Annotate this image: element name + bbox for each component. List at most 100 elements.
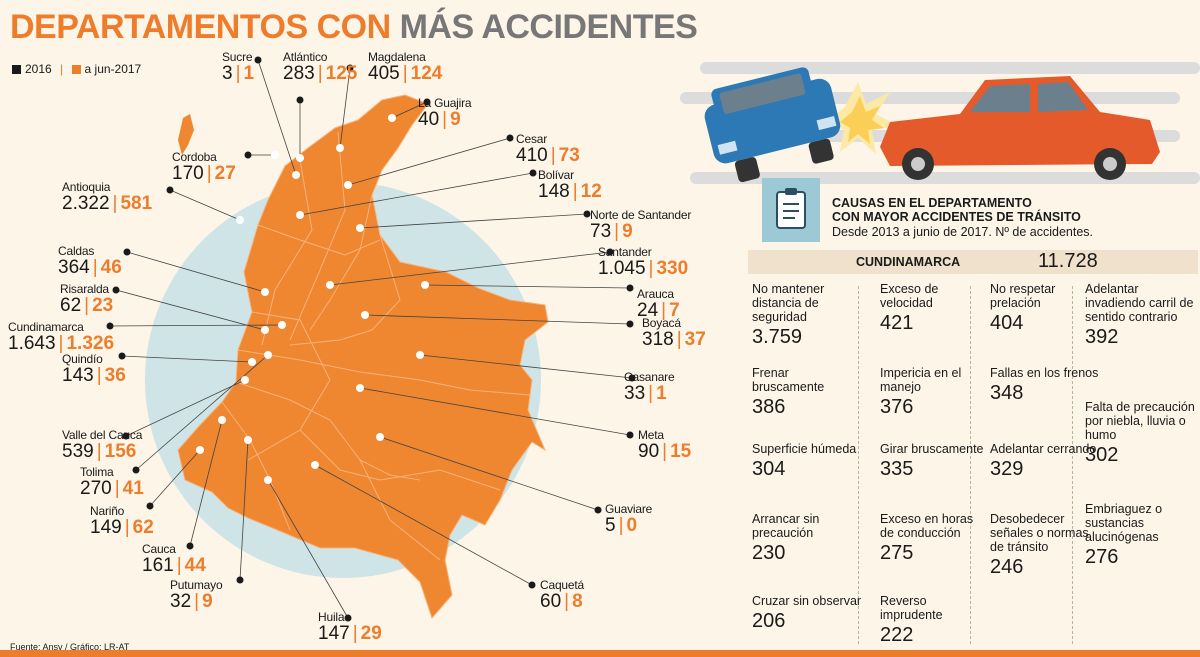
value-2017: 62 — [132, 517, 154, 538]
department-values: 149 | 62 — [90, 518, 154, 538]
department-values: 1.045 | 330 — [598, 259, 688, 279]
cause-label: No mantener distancia de seguridad — [752, 282, 825, 324]
cause-label: Reverso imprudente — [880, 594, 943, 622]
map-location-dot — [271, 151, 279, 159]
map-borders — [221, 131, 531, 561]
cause-label: Cruzar sin observar — [752, 594, 862, 608]
department-name: Valle del Cauca — [62, 428, 143, 442]
page-title: DEPARTAMENTOS CON MÁS ACCIDENTES — [10, 8, 698, 47]
cause-value: 386 — [752, 396, 786, 418]
clipboard-icon — [776, 188, 806, 229]
leader-line — [419, 354, 633, 379]
department-name: Atlántico — [283, 50, 328, 64]
legend-2017: a jun-2017 — [84, 62, 142, 76]
department-values: 170 | 27 — [172, 164, 236, 184]
value-2017: 1 — [243, 63, 255, 84]
cause-value: 246 — [990, 556, 1024, 578]
label-dot — [606, 248, 614, 256]
value-separator: | — [112, 193, 118, 214]
department-values: 147 | 29 — [318, 624, 382, 644]
map-location-dot — [361, 311, 369, 319]
cause-item: Frenar bruscamente 386 — [752, 366, 862, 419]
value-separator: | — [124, 517, 130, 538]
cause-item: Superficie húmeda 304 — [752, 442, 862, 481]
map-location-dot — [376, 433, 384, 441]
label-dot — [118, 352, 126, 360]
leader-line — [125, 379, 246, 437]
department-values: 410 | 73 — [516, 146, 580, 166]
label-dot — [112, 286, 120, 294]
value-2016: 161 — [142, 555, 174, 576]
map-location-dot — [344, 181, 352, 189]
department-label: Valle del Cauca 539 | 156 — [62, 428, 142, 462]
department-label: Meta 90 | 15 — [638, 428, 691, 462]
value-separator: | — [317, 63, 323, 84]
value-separator: | — [618, 515, 624, 536]
value-separator: | — [614, 221, 620, 242]
leader-line — [314, 464, 533, 586]
value-2017: 124 — [410, 63, 443, 84]
cause-value: 206 — [752, 610, 786, 632]
department-values: 161 | 44 — [142, 556, 206, 576]
cause-item: Arrancar sin precaución 230 — [752, 512, 862, 565]
department-values: 5 | 0 — [605, 516, 652, 536]
value-2016: 60 — [540, 591, 562, 612]
value-2016: 148 — [538, 181, 570, 202]
value-2016: 40 — [418, 109, 440, 130]
value-2017: 9 — [450, 109, 461, 130]
cause-value: 421 — [880, 312, 914, 334]
department-label: Norte de Santander 73 | 9 — [590, 208, 691, 242]
department-name: Sucre — [222, 50, 253, 64]
map-location-dot — [264, 351, 272, 359]
value-2016: 90 — [638, 441, 660, 462]
value-2017: 330 — [656, 258, 689, 279]
value-2017: 8 — [572, 591, 583, 612]
value-separator: | — [648, 258, 654, 279]
map-location-dot — [278, 321, 286, 329]
department-total-band: CUNDINAMARCA 11.728 — [748, 250, 1198, 274]
department-label: Huila 147 | 29 — [318, 610, 382, 644]
department-values: 143 | 36 — [62, 366, 126, 386]
department-label: Casanare 33 | 1 — [624, 370, 675, 404]
label-dot — [236, 576, 244, 584]
department-values: 364 | 46 — [58, 258, 122, 278]
value-2016: 1.643 — [8, 333, 56, 354]
value-separator: | — [550, 145, 556, 166]
cause-item: No respetar prelación 404 — [990, 282, 1100, 335]
value-2017: 29 — [360, 623, 382, 644]
cause-label: Fallas en los frenos — [990, 366, 1099, 380]
value-2017: 581 — [120, 193, 153, 214]
department-label: Cundinamarca 1.643 | 1.326 — [8, 320, 114, 354]
cause-value: 348 — [990, 382, 1024, 404]
map-location-dot — [296, 154, 304, 162]
leader-line — [126, 251, 266, 293]
cause-value: 335 — [880, 458, 914, 480]
map-location-dot — [336, 144, 344, 152]
leader-line — [391, 101, 428, 119]
leader-line — [299, 172, 534, 216]
colombia-map-shape — [177, 94, 549, 619]
department-name: Santander — [598, 245, 652, 259]
value-2016: 410 — [516, 145, 548, 166]
causes-subtitle: Desde 2013 a junio de 2017. Nº de accide… — [832, 225, 1093, 239]
leader-line — [109, 324, 283, 327]
value-2016: 1.045 — [598, 258, 646, 279]
department-name: Caldas — [58, 244, 95, 258]
legend-2016: 2016 — [25, 62, 52, 76]
label-dot — [626, 431, 634, 439]
cause-item: Adelantar cerrando 329 — [990, 442, 1100, 481]
value-separator: | — [176, 555, 182, 576]
value-2016: 143 — [62, 365, 94, 386]
department-values: 40 | 9 — [418, 110, 471, 130]
cause-label: Frenar bruscamente — [752, 366, 825, 394]
department-values: 33 | 1 — [624, 384, 674, 404]
cause-item: Falta de precaución por niebla, lluvia o… — [1085, 400, 1195, 467]
column-divider — [970, 286, 971, 644]
value-2017: 46 — [100, 257, 122, 278]
department-values: 318 | 37 — [642, 330, 706, 350]
leader-line — [189, 419, 223, 547]
label-dot — [296, 96, 304, 104]
leader-line — [329, 251, 611, 286]
cause-label: Desobedecer señales o normas de tránsito — [990, 512, 1089, 554]
department-name: Nariño — [90, 504, 125, 518]
